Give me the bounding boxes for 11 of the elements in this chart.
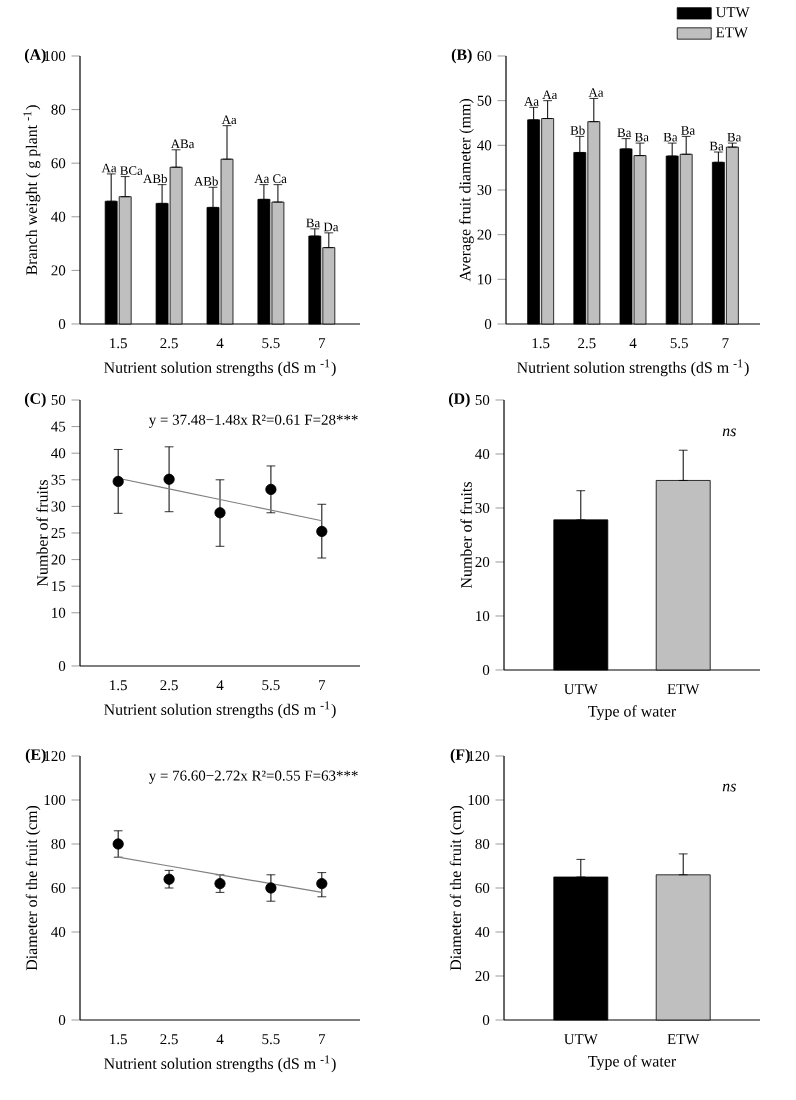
point xyxy=(112,838,124,850)
point xyxy=(214,507,226,519)
point xyxy=(163,873,175,885)
point xyxy=(214,878,226,890)
point xyxy=(265,483,277,495)
point xyxy=(112,475,124,487)
line-series xyxy=(117,856,323,893)
point xyxy=(163,473,175,485)
point xyxy=(316,525,328,537)
point xyxy=(316,878,328,890)
point xyxy=(265,882,277,894)
